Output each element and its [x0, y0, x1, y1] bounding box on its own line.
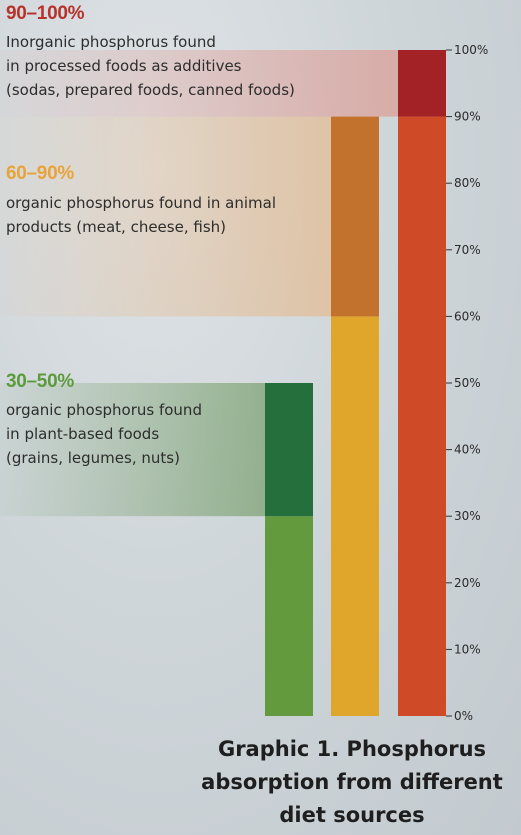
y-tick-label: 60%	[454, 309, 481, 323]
bar-range-plant	[265, 383, 313, 517]
label-bands	[0, 50, 398, 517]
y-tick-label: 0%	[454, 709, 473, 723]
chart-title-line: Graphic 1. Phosphorus	[217, 737, 487, 761]
range-label-processed: 90–100%	[6, 3, 85, 24]
description-animal: organic phosphorus found in animal produ…	[6, 191, 366, 239]
bar-base-animal	[331, 316, 379, 716]
chart-title: Graphic 1. Phosphorus absorption from di…	[185, 733, 519, 832]
description-line: (grains, legumes, nuts)	[6, 449, 180, 467]
description-processed: Inorganic phosphorus found in processed …	[6, 30, 366, 102]
bar-base-processed	[398, 116, 446, 717]
bar-base-plant	[265, 516, 313, 716]
bar-range-animal	[331, 116, 379, 317]
y-tick-label: 80%	[454, 176, 481, 190]
label-band-processed	[0, 50, 398, 117]
y-tick-label: 20%	[454, 576, 481, 590]
range-label-animal: 60–90%	[6, 163, 74, 184]
label-band-plant	[0, 383, 265, 517]
chart-title-line: absorption from different	[201, 770, 503, 794]
y-tick-label: 40%	[454, 443, 481, 457]
description-line: (sodas, prepared foods, canned foods)	[6, 81, 295, 99]
y-tick-label: 10%	[454, 642, 481, 656]
description-plant: organic phosphorus found in plant-based …	[6, 398, 366, 470]
y-tick-label: 30%	[454, 509, 481, 523]
description-line: products (meat, cheese, fish)	[6, 218, 226, 236]
description-line: Inorganic phosphorus found	[6, 33, 216, 51]
bars	[265, 50, 446, 717]
range-label-plant: 30–50%	[6, 371, 74, 392]
description-line: organic phosphorus found	[6, 401, 202, 419]
description-line: in processed foods as additives	[6, 57, 242, 75]
label-band-animal	[0, 116, 331, 317]
bar-range-processed	[398, 50, 446, 117]
y-axis: 0% 10% 20% 30% 40% 50% 60% 70% 80% 90% 100%	[446, 43, 488, 723]
chart-title-line: diet sources	[279, 803, 425, 827]
y-tick-label: 50%	[454, 376, 481, 390]
y-tick-label: 100%	[454, 43, 488, 57]
description-line: in plant-based foods	[6, 425, 160, 443]
description-line: organic phosphorus found in animal	[6, 194, 277, 212]
y-tick-label: 70%	[454, 243, 481, 257]
y-tick-label: 90%	[454, 110, 481, 124]
